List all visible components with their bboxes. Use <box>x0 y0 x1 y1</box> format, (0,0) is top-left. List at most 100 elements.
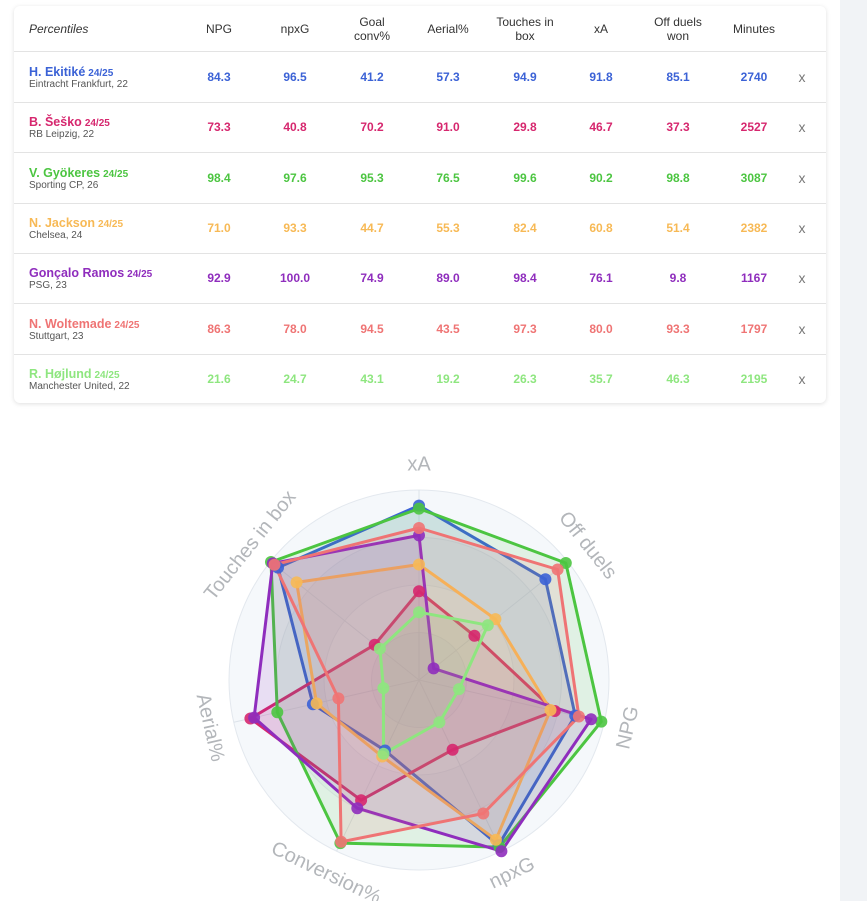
radar-point <box>489 833 502 846</box>
value-cell: 98.4 <box>207 170 231 185</box>
value-cell: 1797 <box>740 321 768 336</box>
value-cell: 40.8 <box>283 120 307 135</box>
radar-series-5 <box>273 526 581 844</box>
value-cell: 78.0 <box>283 321 307 336</box>
player-name-text: V. Gyökeres <box>29 165 101 180</box>
remove-player-button[interactable]: x <box>798 320 806 337</box>
value-cell: 95.3 <box>360 170 384 185</box>
player-name-text: H. Ekitiké <box>29 65 86 79</box>
value-cell: 55.3 <box>436 220 460 235</box>
header-col-3[interactable]: Aerial% <box>427 21 469 36</box>
player-name[interactable]: R. Højlund 24/25 <box>29 367 120 381</box>
value-cell: 29.8 <box>513 120 537 135</box>
remove-player-button[interactable]: x <box>798 370 806 387</box>
table-row: B. Šeško 24/25 RB Leipzig, 22 73.3 40.8 70.2 9… <box>14 102 826 154</box>
radar-point <box>413 558 425 571</box>
value-cell: 76.1 <box>589 271 613 286</box>
radar-point <box>551 563 564 576</box>
radar-point <box>351 802 364 815</box>
header-col-4[interactable]: Touches in box <box>496 14 554 43</box>
radar-point <box>377 682 390 695</box>
table-row: V. Gyökeres 24/25 Sporting CP, 26 98.4 97.6 9… <box>14 153 826 204</box>
value-cell: 70.2 <box>360 120 384 135</box>
player-name[interactable]: N. Jackson 24/25 <box>29 216 123 230</box>
player-club: Eintracht Frankfurt, 22 <box>29 79 128 90</box>
value-cell: 9.8 <box>669 271 687 286</box>
radar-point <box>413 522 425 534</box>
radar-axis-label: NPG <box>612 704 643 751</box>
radar-point <box>413 606 425 619</box>
radar-point <box>248 711 261 724</box>
player-name-text: Gonçalo Ramos <box>29 266 125 281</box>
value-cell: 26.3 <box>513 371 537 386</box>
remove-player-button[interactable]: x <box>798 119 806 136</box>
player-season: 24/25 <box>103 168 129 180</box>
value-cell: 90.2 <box>589 170 613 185</box>
radar-point <box>453 683 465 696</box>
remove-player-button[interactable]: x <box>798 69 806 85</box>
radar-point <box>433 716 446 729</box>
radar-point <box>572 710 585 723</box>
percentiles-table: Percentiles NPG npxG Goal conv% Aerial% Touch… <box>14 6 826 403</box>
header-percentiles: Percentiles <box>29 21 89 36</box>
radar-point <box>427 662 440 675</box>
table-row: N. Woltemade 24/25 Stuttgart, 23 86.3 78.0 94… <box>14 304 826 355</box>
radar-point <box>559 557 572 569</box>
remove-player-button[interactable]: x <box>798 270 806 287</box>
player-club: RB Leipzig, 22 <box>29 129 95 141</box>
player-club: Sporting CP, 26 <box>29 179 99 191</box>
value-cell: 86.3 <box>207 321 231 336</box>
radar-point <box>268 558 281 571</box>
header-col-7[interactable]: Minutes <box>732 21 776 36</box>
player-name[interactable]: Gonçalo Ramos 24/25 <box>29 266 152 280</box>
radar-point <box>290 576 303 589</box>
player-name-text: N. Jackson <box>29 215 96 230</box>
value-cell: 2527 <box>740 120 768 135</box>
value-cell: 76.5 <box>436 170 460 185</box>
player-season: 24/25 <box>98 218 124 230</box>
radar-series-6 <box>378 610 490 756</box>
value-cell: 1167 <box>740 271 768 286</box>
header-col-0[interactable]: NPG <box>205 21 232 36</box>
radar-series-0 <box>276 504 577 847</box>
player-name[interactable]: H. Ekitiké 24/25 <box>29 65 113 79</box>
value-cell: 89.0 <box>436 271 460 286</box>
radar-axis-label: xA <box>407 453 431 475</box>
value-cell: 99.6 <box>513 170 537 185</box>
header-col-6[interactable]: Off duels won <box>654 14 702 43</box>
player-club: Stuttgart, 23 <box>29 330 84 342</box>
remove-player-button[interactable]: x <box>798 169 806 186</box>
value-cell: 2740 <box>740 70 768 84</box>
player-club: Chelsea, 24 <box>29 229 83 241</box>
header-col-1[interactable]: npxG <box>280 21 310 36</box>
value-cell: 98.4 <box>513 271 537 286</box>
radar-point <box>377 747 390 760</box>
value-cell: 92.9 <box>207 271 231 286</box>
value-cell: 94.9 <box>513 70 537 84</box>
remove-player-button[interactable]: x <box>798 219 806 236</box>
value-cell: 43.1 <box>360 371 384 386</box>
radar-point <box>481 619 494 632</box>
radar-point <box>477 807 490 820</box>
player-name[interactable]: B. Šeško 24/25 <box>29 115 110 129</box>
radar-axis-label: npxG <box>486 853 539 894</box>
player-season: 24/25 <box>94 369 120 381</box>
value-cell: 3087 <box>740 170 768 185</box>
radar-series-2 <box>269 507 603 849</box>
value-cell: 71.0 <box>207 220 231 235</box>
header-col-5[interactable]: xA <box>593 21 608 36</box>
player-name[interactable]: N. Woltemade 24/25 <box>29 317 139 331</box>
table-row: Gonçalo Ramos 24/25 PSG, 23 92.9 100.0 74.9 89… <box>14 253 826 305</box>
player-name[interactable]: V. Gyökeres 24/25 <box>29 166 128 180</box>
value-cell: 97.3 <box>513 321 537 336</box>
value-cell: 46.7 <box>589 120 613 135</box>
right-gutter <box>840 0 867 901</box>
header-col-2[interactable]: Goal conv% <box>353 14 391 43</box>
value-cell: 96.5 <box>283 70 307 84</box>
radar-point <box>495 845 508 858</box>
player-season: 24/25 <box>127 269 153 281</box>
radar-point <box>413 585 425 598</box>
radar-point <box>544 704 557 716</box>
player-name-text: R. Højlund <box>29 366 92 381</box>
